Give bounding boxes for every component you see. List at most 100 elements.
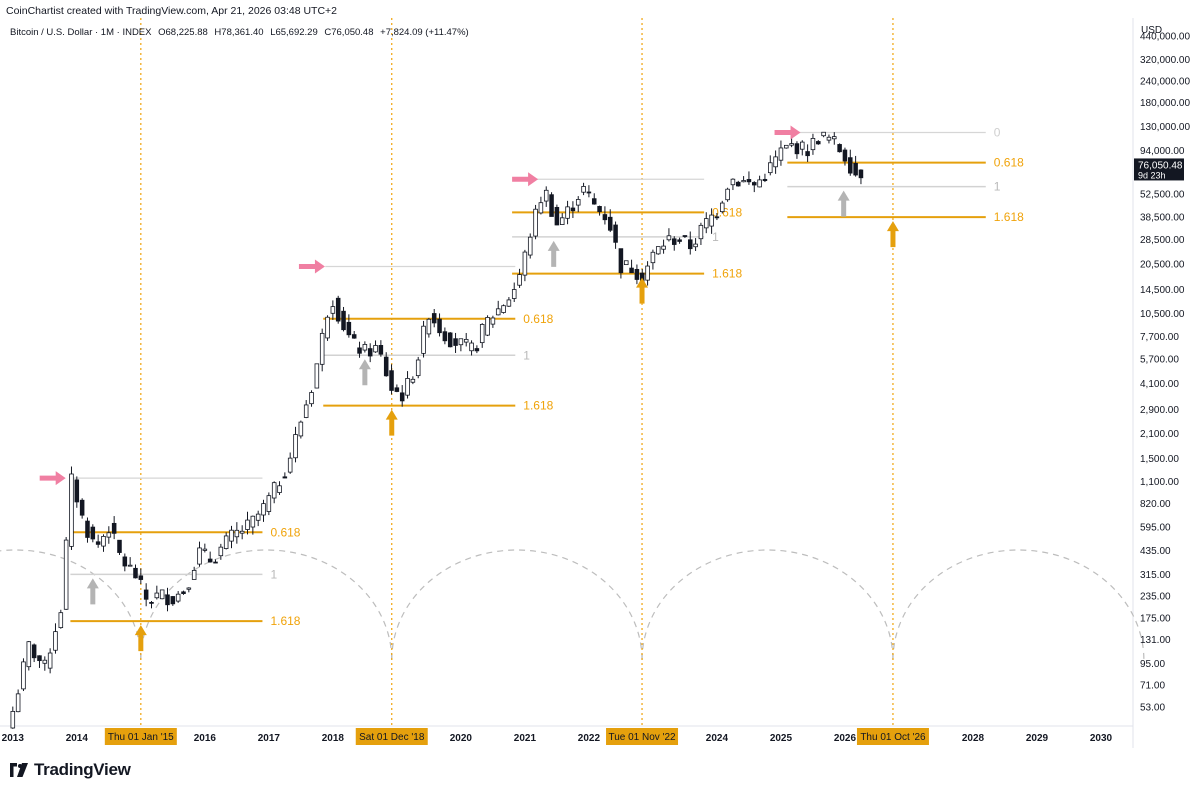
candle-body [506,299,512,307]
candle-body [437,318,442,334]
level-0618-label: 0.618 [270,525,300,539]
x-tick-label: 2029 [1026,733,1049,744]
candle-body [816,141,821,145]
candle-body [848,157,853,174]
candle-body [69,473,74,547]
candle-body [538,202,544,214]
candle-body [133,567,138,579]
candle-body [517,274,522,286]
x-tick-label: 2022 [578,733,601,744]
tradingview-brand[interactable]: TradingView [8,760,131,780]
last-price-badge [1134,158,1184,181]
symbol-legend[interactable]: Bitcoin / U.S. Dollar · 1M · INDEX O68,2… [10,27,473,38]
price-axis[interactable]: 53.00 71.00 95.00 131.00 175.00 235.00 315.00 4… [1140,31,1190,713]
orange-arrow-icon [134,625,147,652]
cycle-date-label: Thu 01 Oct '26 [860,732,926,743]
y-tick-label: 440,000.00 [1140,31,1190,42]
x-tick-label: 2021 [514,733,537,744]
y-tick-label: 1,500.00 [1140,454,1179,465]
candle-body [554,206,560,226]
time-axis[interactable]: Thu 01 Jan '15 Sat 01 Dec '18 Tue 01 Nov '… [2,728,1113,745]
y-tick-label: 320,000.00 [1140,55,1190,66]
cycle-arc [641,549,894,661]
candle-body [90,526,96,540]
candle-body [570,207,576,212]
open-value: O68,225.88 [158,27,208,38]
level-1-label: 1 [712,230,719,244]
candle-body [351,334,357,339]
y-tick-label: 10,500.00 [1140,309,1185,320]
candle-body [218,546,224,557]
candle-body [453,338,458,346]
level-0618-label: 0.618 [523,312,553,326]
candle-body [800,141,805,150]
candle-body [485,317,490,336]
candle-body [495,308,501,316]
x-tick-label: 2016 [194,733,217,744]
candle-body [74,479,80,503]
candle-body [63,539,69,610]
candle-body [373,345,378,353]
candle-body [165,594,170,606]
y-tick-label: 820.00 [1140,499,1171,510]
candle-body [821,131,826,137]
candle-body [31,644,37,659]
grey-arrow-icon [86,578,99,605]
candle-body [341,310,346,331]
candle-body [741,180,746,183]
candle-body [399,392,405,402]
x-tick-label: 2018 [322,733,345,744]
candle-body [623,260,629,266]
candle-body [768,162,773,174]
candle-body [671,238,677,245]
candle-body [149,601,154,604]
y-tick-label: 53.00 [1140,702,1165,713]
candle-body [138,575,144,580]
candle-body [85,520,90,538]
candle-body [319,332,325,365]
candle-body [202,548,208,551]
candle-body [58,612,64,629]
level-1618-label: 1.618 [270,614,300,628]
cycle-arc [140,549,393,661]
candle-body [597,206,602,213]
candle-body [501,305,506,313]
grey-arrow-icon [358,359,371,386]
candle-body [266,495,272,512]
attribution-text: CoinChartist created with TradingView.co… [6,5,338,17]
y-tick-label: 180,000.00 [1140,98,1190,109]
candle-body [565,206,570,219]
candle-body [703,218,709,229]
candle-body [357,347,362,354]
y-tick-label: 2,100.00 [1140,429,1179,440]
candle-body [53,631,58,651]
candle-body [37,655,42,662]
y-tick-label: 175.00 [1140,614,1171,625]
candle-body [405,378,410,396]
candle-body [250,515,256,528]
candle-body [117,539,122,553]
candle-body [426,318,432,335]
candle-body [784,144,789,149]
x-tick-label: 2030 [1090,733,1113,744]
candle-body [442,331,448,342]
candle-body [810,138,816,151]
candle-body [479,324,485,344]
cycle-date-label: Thu 01 Jan '15 [108,732,174,743]
candle-body [762,178,768,182]
candle-body [533,208,538,237]
candle-body [106,532,112,538]
candle-body [794,143,800,155]
candle-body [298,421,304,437]
last-price-value: 76,050.48 [1138,160,1183,171]
x-tick-label: 2028 [962,733,985,744]
level-1-label: 1 [523,348,530,362]
currency-label[interactable]: USD [1141,25,1163,36]
candle-body [650,251,656,264]
candle-body [629,267,634,274]
cycle-date-badge [104,728,177,745]
candle-body [10,711,16,729]
level-1-label: 1 [994,180,1001,194]
candle-body [282,476,288,479]
